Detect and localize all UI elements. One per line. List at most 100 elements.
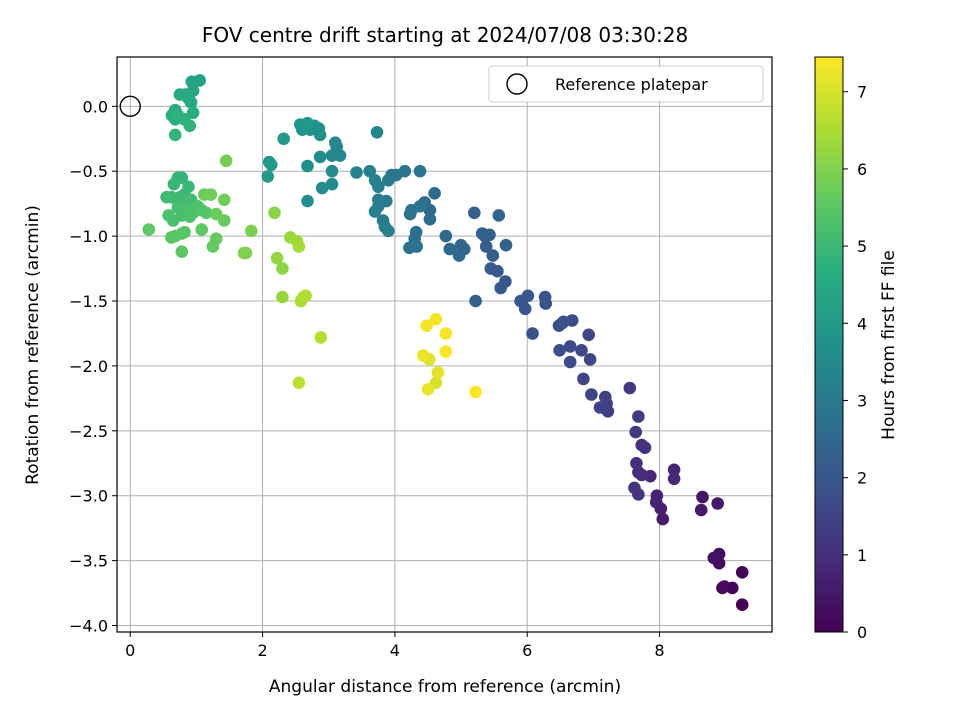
scatter-point xyxy=(142,223,156,236)
scatter-point xyxy=(421,383,435,396)
chart-title: FOV centre drift starting at 2024/07/08 … xyxy=(202,23,688,47)
scatter-point xyxy=(711,497,724,510)
legend-marker-reference xyxy=(506,73,528,95)
scatter-point xyxy=(350,166,363,179)
scatter-point xyxy=(484,262,498,275)
scatter-point xyxy=(276,262,289,275)
scatter-point xyxy=(370,126,384,139)
scatter-point xyxy=(378,220,392,234)
scatter-point xyxy=(494,281,508,295)
plot-frame xyxy=(116,56,773,633)
x-tick-label: 2 xyxy=(257,641,267,660)
colorbar-tick-label: 5 xyxy=(857,237,867,256)
scatter-point xyxy=(325,164,339,178)
scatter-point xyxy=(431,366,445,379)
scatter-point xyxy=(629,425,642,439)
scatter-point xyxy=(563,340,577,353)
scatter-point xyxy=(200,206,213,220)
scatter-point xyxy=(735,598,749,611)
scatter-point xyxy=(329,136,342,149)
scatter-point xyxy=(313,150,327,164)
scatter-point xyxy=(178,88,192,101)
scatter-point xyxy=(368,205,382,218)
scatter-point xyxy=(599,390,612,404)
scatter-point xyxy=(420,319,433,333)
scatter-point xyxy=(413,200,427,213)
scatter-point xyxy=(417,349,430,362)
scatter-point xyxy=(632,410,645,423)
scatter-point xyxy=(276,290,289,304)
colorbar-tick-label: 0 xyxy=(857,623,867,642)
y-tick-label: −1.5 xyxy=(69,292,108,311)
scatter-point xyxy=(168,128,182,142)
y-axis-label: Rotation from reference (arcmin) xyxy=(23,205,43,485)
y-tick-label: −2.5 xyxy=(69,422,108,441)
scatter-point xyxy=(209,232,223,245)
scatter-point xyxy=(204,188,218,201)
scatter-point xyxy=(623,381,637,395)
colorbar-tick-label: 3 xyxy=(857,391,867,410)
scatter-point xyxy=(452,249,466,262)
scatter-point xyxy=(563,355,577,369)
y-tick-label: −0.5 xyxy=(69,162,108,181)
scatter-point xyxy=(486,249,500,262)
scatter-point xyxy=(175,245,189,258)
scatter-point xyxy=(315,181,329,195)
colorbar-tick-label: 2 xyxy=(857,469,867,488)
scatter-point xyxy=(428,187,441,200)
x-tick-label: 4 xyxy=(390,641,400,660)
x-tick-label: 0 xyxy=(125,641,135,660)
scatter-point xyxy=(219,154,233,168)
y-tick-label: −2.0 xyxy=(69,357,108,376)
scatter-point xyxy=(479,240,493,253)
scatter-point xyxy=(195,223,208,236)
scatter-point xyxy=(299,289,312,303)
scatter-point xyxy=(638,441,652,455)
scatter-point xyxy=(217,193,231,207)
scatter-point xyxy=(582,328,595,342)
legend: Reference platepar xyxy=(488,65,764,103)
scatter-point xyxy=(314,331,328,344)
scatter-point xyxy=(410,240,424,253)
scatter-point xyxy=(413,164,427,178)
scatter-point xyxy=(667,472,681,486)
colorbar-label: Hours from first FF file xyxy=(879,250,899,440)
scatter-point xyxy=(557,315,570,329)
scatter-point xyxy=(264,158,278,171)
scatter-point xyxy=(301,159,314,173)
scatter-point xyxy=(656,512,670,526)
legend-box xyxy=(488,65,764,103)
colorbar-tick-label: 4 xyxy=(857,314,867,333)
scatter-point xyxy=(301,116,314,130)
scatter-point xyxy=(628,481,641,495)
scatter-point xyxy=(499,238,513,252)
scatter-point xyxy=(577,372,590,386)
y-tick-label: −1.0 xyxy=(69,227,108,246)
legend-label-reference: Reference platepar xyxy=(555,75,708,94)
scatter-point xyxy=(553,344,566,357)
scatter-point xyxy=(261,170,275,183)
scatter-point xyxy=(183,119,197,133)
scatter-point xyxy=(301,194,314,208)
scatter-point xyxy=(160,190,173,204)
scatter-point xyxy=(409,225,423,239)
scatter-point xyxy=(209,207,223,221)
y-axis-ticks: 0.0 −0.5 −1.0 −1.5 −2.0 −2.5 −3.0 −3.5 −4.0 xyxy=(69,97,117,636)
scatter-point xyxy=(268,206,281,220)
scatter-point xyxy=(694,503,708,517)
scatter-point xyxy=(585,388,598,401)
scatter-point xyxy=(439,229,453,243)
grid-lines xyxy=(117,57,772,632)
scatter-points xyxy=(119,74,749,611)
scatter-point xyxy=(292,240,306,253)
y-tick-label: −3.0 xyxy=(69,487,108,506)
scatter-point xyxy=(325,177,339,191)
scatter-point xyxy=(583,353,597,366)
scatter-point xyxy=(368,174,382,187)
scatter-point xyxy=(270,251,284,265)
scatter-point xyxy=(735,566,749,579)
colorbar-tick-label: 7 xyxy=(857,83,867,102)
scatter-point xyxy=(593,401,607,414)
scatter-point xyxy=(382,174,395,187)
